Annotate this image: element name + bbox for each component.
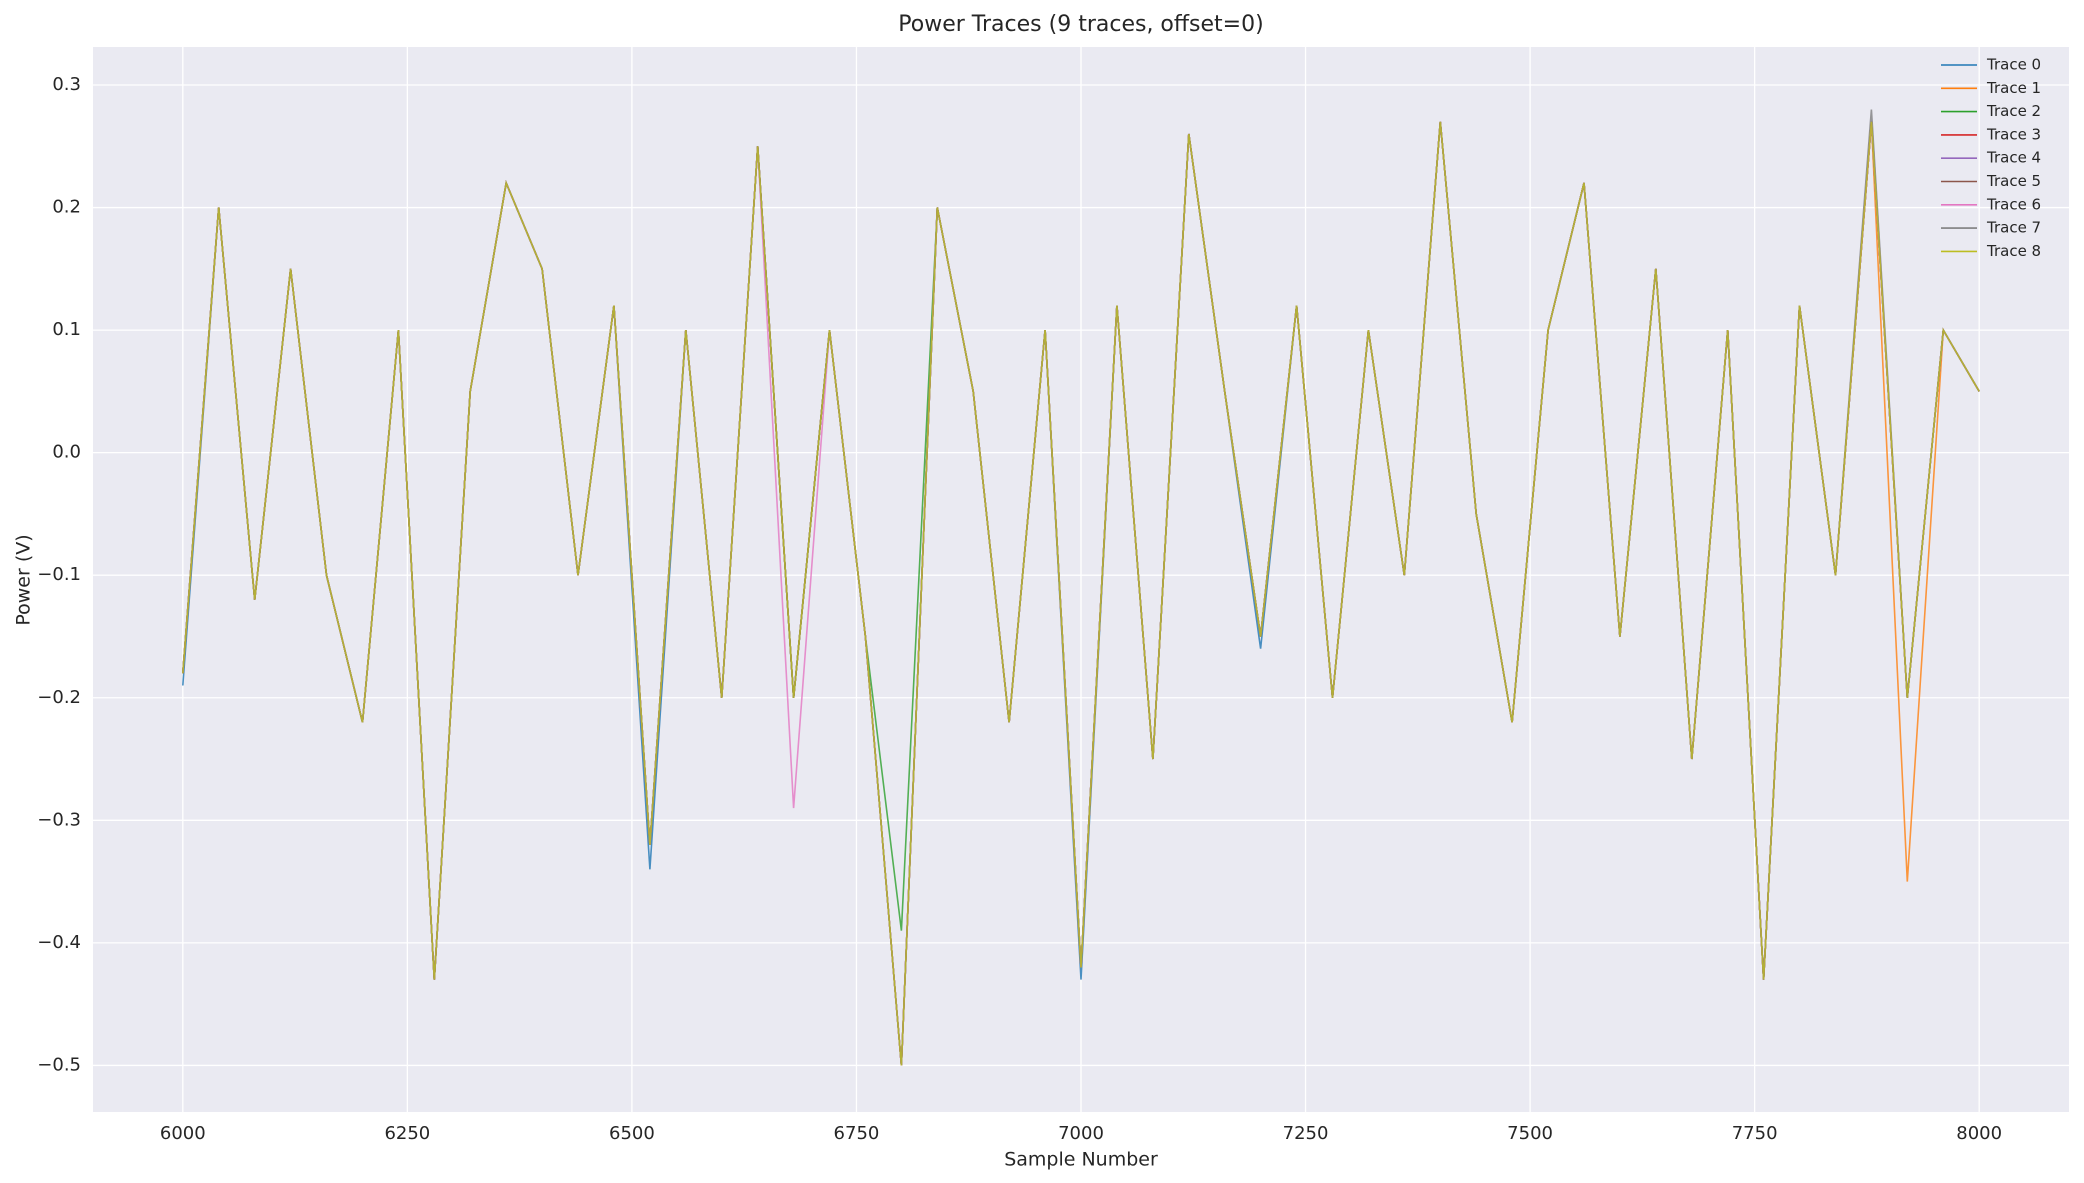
- x-axis-label: Sample Number: [1004, 1149, 1158, 1171]
- x-tick-label: 6500: [609, 1123, 655, 1144]
- legend-label: Trace 0: [1986, 56, 2041, 74]
- chart-title: Power Traces (9 traces, offset=0): [898, 12, 1263, 37]
- legend-label: Trace 5: [1986, 172, 2041, 190]
- x-tick-label: 7000: [1058, 1123, 1104, 1144]
- y-tick-label: −0.4: [37, 932, 81, 953]
- y-axis-label: Power (V): [13, 534, 35, 625]
- legend-label: Trace 2: [1986, 102, 2041, 120]
- x-tick-label: 7500: [1507, 1123, 1553, 1144]
- y-tick-label: −0.1: [37, 564, 81, 585]
- legend-label: Trace 3: [1986, 125, 2041, 143]
- legend-label: Trace 6: [1986, 195, 2041, 213]
- x-tick-label: 6250: [384, 1123, 430, 1144]
- y-tick-label: −0.2: [37, 687, 81, 708]
- y-tick-label: 0.1: [52, 319, 81, 340]
- legend-label: Trace 1: [1986, 79, 2041, 97]
- legend-label: Trace 8: [1986, 242, 2041, 260]
- x-tick-label: 8000: [1956, 1123, 2002, 1144]
- y-tick-label: −0.3: [37, 809, 81, 830]
- x-tick-label: 7250: [1283, 1123, 1329, 1144]
- legend-label: Trace 7: [1986, 219, 2041, 237]
- y-tick-label: 0.3: [52, 74, 81, 95]
- x-tick-label: 6750: [834, 1123, 880, 1144]
- y-tick-label: 0.2: [52, 197, 81, 218]
- trace-line: [182, 121, 1980, 1066]
- legend-label: Trace 4: [1986, 149, 2041, 167]
- y-tick-label: 0.0: [52, 442, 81, 463]
- x-tick-label: 7750: [1732, 1123, 1778, 1144]
- x-tick-label: 6000: [160, 1123, 206, 1144]
- y-tick-label: −0.5: [37, 1054, 81, 1075]
